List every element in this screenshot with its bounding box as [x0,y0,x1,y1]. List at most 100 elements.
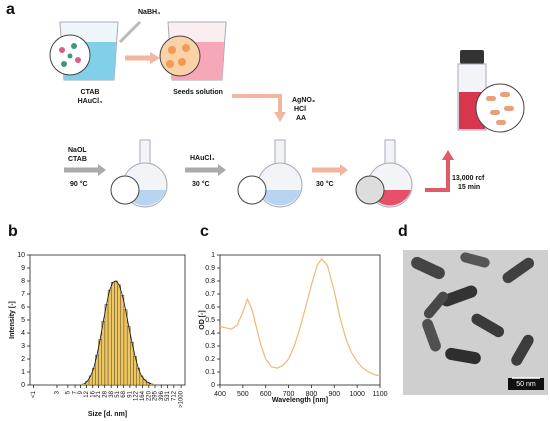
y-tick-label: 0.7 [205,291,215,298]
x-tick-label: 3 [55,390,61,394]
distribution-line [84,280,152,385]
label: Seeds solution [173,89,223,96]
bar [101,321,106,386]
x-tick-label: 800 [306,391,318,398]
x-tick-label: 51 [115,390,121,397]
x-tick-label: 500 [237,391,249,398]
bar [107,289,112,386]
y-tick-label: 4 [21,330,25,337]
bar [104,304,109,386]
y-tick-label: 0.4 [205,330,215,337]
y-tick-label: 3 [21,343,25,350]
x-tick-label: >1000 [179,390,185,408]
x-tick-label: 21 [96,390,102,397]
x-tick-label: 220 [146,390,152,401]
y-tick-label: 0.5 [205,317,215,324]
bar [111,282,115,386]
panel-label: a [6,1,15,18]
x-axis-label: Wavelength [nm] [272,397,328,404]
arrow-head [442,150,454,160]
bar [82,383,87,386]
x-tick-label: 400 [214,391,226,398]
y-axis-label: Intensity [-] [9,301,16,339]
x-tick-label: 164 [140,390,146,401]
y-tick-label: 6 [21,304,25,311]
y-tick-label: 9 [21,265,25,272]
y-tick-label: 0.3 [205,343,215,350]
temperature: 30 °C [316,180,334,188]
x-tick-label: 1100 [372,391,387,398]
x-tick-label: 600 [260,391,272,398]
x-tick-label: 295 [153,390,159,401]
panel-label: b [8,223,18,240]
y-tick-label: 0 [211,382,215,389]
y-tick-label: 10 [17,252,25,259]
x-tick-label: 5 [65,390,71,394]
reagent: CTAB [68,156,87,163]
vial [457,50,525,133]
bar [114,280,118,386]
centrifuge: 15 min [458,184,480,191]
arrow [232,94,282,112]
beaker-1 [49,21,119,81]
y-tick-label: 0.8 [205,278,215,285]
x-tick-label: 68 [121,390,127,397]
x-tick-label: 7 [73,390,79,394]
flask-3 [355,139,413,208]
reagent: NaBH₄ [138,9,160,16]
reagent: NaOL [68,147,87,154]
reagent: HAuCl₄ [190,155,215,162]
x-tick-label: 700 [283,391,295,398]
x-tick-label: 1000 [349,391,365,398]
x-tick-label: 122 [134,390,140,401]
x-tick-label: 38 [109,390,115,397]
flask-1 [110,139,168,208]
pipette [118,20,142,44]
arrow-head [150,52,160,64]
x-tick-label: 900 [328,391,340,398]
x-axis-label: Size [d. nm] [88,411,127,418]
x-tick-label: 9 [78,390,84,394]
x-tick-label: 531 [165,390,171,401]
y-tick-label: 5 [21,317,25,324]
x-tick-label: 16 [90,390,96,397]
centrifuge: 13,000 rcf [452,175,485,182]
reagent: AgNO₃ [292,97,315,104]
flask-2 [237,139,303,208]
beaker-2 [159,21,227,81]
y-tick-label: 0.9 [205,265,215,272]
y-tick-label: 8 [21,278,25,285]
arrow-head [218,164,226,176]
reagent: HCl [294,106,306,113]
y-tick-label: 1 [21,369,25,376]
bar [117,284,121,386]
tem-image [403,250,548,395]
bar [126,326,131,386]
arrow-head [98,164,106,176]
y-tick-label: 0.6 [205,304,215,311]
temperature: 90 °C [70,180,88,188]
x-tick-label: 712 [171,390,177,401]
x-tick-label: 12 [84,390,90,397]
temperature: 30 °C [192,180,210,188]
bar [149,383,153,386]
y-tick-label: 7 [21,291,25,298]
arrow [425,160,450,192]
y-tick-label: 2 [21,356,25,363]
arrow-head [340,164,348,176]
x-tick-label: 28 [102,390,108,397]
bar [120,295,125,386]
x-tick-label: 91 [127,390,133,397]
panel-label: c [200,223,209,240]
y-tick-label: 0.2 [205,356,215,363]
bar [123,309,128,386]
y-axis-label: OD [-] [199,310,206,329]
y-tick-label: 0.1 [205,369,215,376]
arrow-head [274,112,286,122]
plot-frame [219,254,381,386]
y-tick-label: 1 [211,252,215,259]
spectrum-line [219,257,381,377]
reagent: HAuCl₄ [78,98,103,105]
label: Seeds solution [173,89,223,96]
